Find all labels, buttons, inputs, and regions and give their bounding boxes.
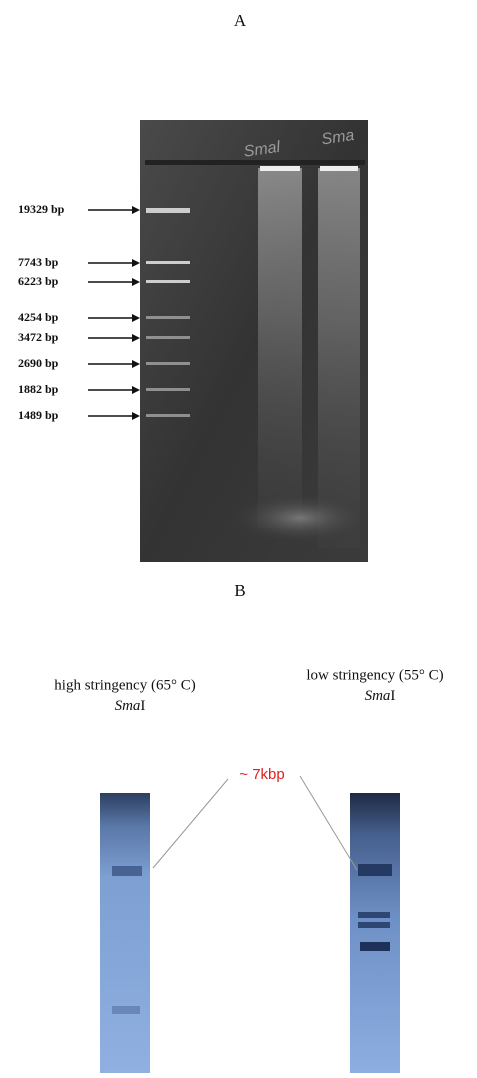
enzyme-italic: Sma bbox=[365, 688, 391, 704]
blot-condition: high stringency (65° C) bbox=[54, 677, 195, 693]
arrow-head bbox=[132, 334, 140, 342]
panel-label: B bbox=[234, 581, 245, 600]
gel-band bbox=[146, 336, 190, 339]
blot-condition: low stringency (55° C) bbox=[306, 667, 443, 683]
blot bbox=[350, 793, 400, 1073]
marker-label: 6223 bp bbox=[18, 274, 59, 288]
gel-band bbox=[146, 362, 190, 365]
wells bbox=[145, 160, 365, 165]
blot bbox=[100, 793, 150, 1073]
gel-band bbox=[146, 388, 190, 391]
marker-label: 2690 bp bbox=[18, 356, 59, 370]
blot-band bbox=[358, 912, 390, 918]
marker-label: 1489 bp bbox=[18, 408, 59, 422]
marker-label: 19329 bp bbox=[18, 202, 65, 216]
gel-band bbox=[146, 280, 190, 283]
marker-label: 7743 bp bbox=[18, 255, 59, 269]
arrow-head bbox=[132, 259, 140, 267]
blot-band bbox=[358, 864, 392, 876]
gel-band bbox=[146, 208, 190, 213]
gel-band bbox=[146, 261, 190, 264]
blot-enzyme: SmaI bbox=[365, 688, 396, 704]
arrow-head bbox=[132, 412, 140, 420]
arrow-head bbox=[132, 314, 140, 322]
pointer-line bbox=[299, 775, 358, 871]
annotation: ~ 7kbp bbox=[239, 766, 284, 783]
smear bbox=[318, 168, 360, 548]
blot-band bbox=[360, 942, 390, 951]
marker-label: 4254 bp bbox=[18, 310, 59, 324]
blot-band bbox=[112, 1006, 140, 1014]
blot-enzyme: SmaI bbox=[115, 698, 146, 714]
panel-label: A bbox=[234, 11, 247, 30]
marker-label: 1882 bp bbox=[18, 382, 59, 396]
marker-label: 3472 bp bbox=[18, 330, 59, 344]
well-band bbox=[260, 166, 300, 171]
dye-front bbox=[230, 493, 370, 543]
gel-band bbox=[146, 316, 190, 319]
gel-band bbox=[146, 414, 190, 417]
well-band bbox=[320, 166, 358, 171]
enzyme-roman: I bbox=[140, 698, 145, 714]
arrow-head bbox=[132, 278, 140, 286]
lane-label: Smal bbox=[243, 139, 282, 161]
smear bbox=[258, 168, 302, 528]
blot-band bbox=[112, 866, 142, 876]
arrow-head bbox=[132, 206, 140, 214]
blot-band bbox=[358, 922, 390, 928]
enzyme-roman: I bbox=[390, 688, 395, 704]
arrow-head bbox=[132, 386, 140, 394]
enzyme-italic: Sma bbox=[115, 698, 141, 714]
arrow-head bbox=[132, 360, 140, 368]
lane-label: Sma bbox=[320, 127, 355, 148]
pointer-line bbox=[152, 778, 229, 869]
